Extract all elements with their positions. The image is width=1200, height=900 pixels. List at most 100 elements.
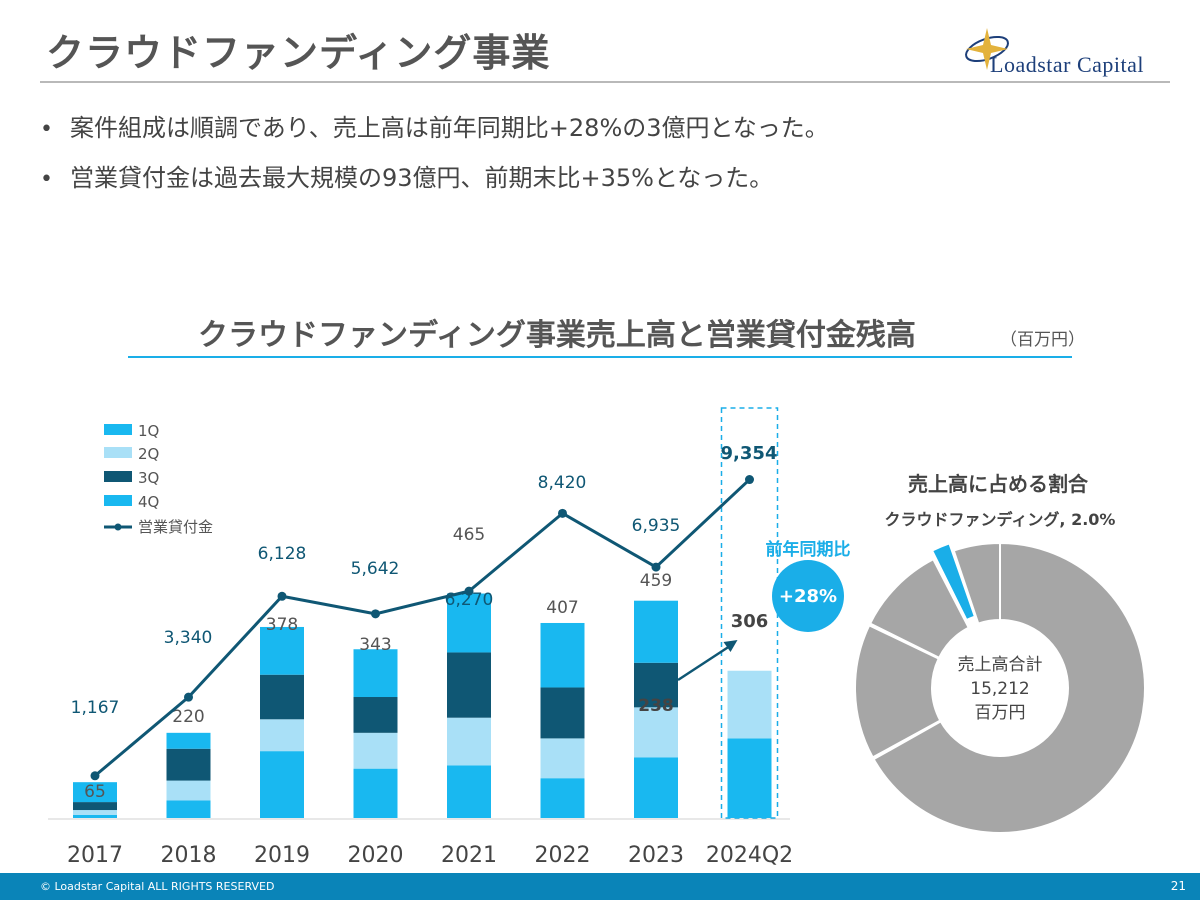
bar-segment-4q-2021 [447,593,491,653]
legend-line-marker [114,523,122,531]
legend-label: 営業貸付金 [138,518,213,536]
loan-balance-label: 9,354 [721,443,778,464]
loan-balance-point-2024q2 [745,475,754,485]
bar-segment-2q-2023 [634,707,678,758]
x-tick-label: 2019 [254,843,310,868]
bar-segment-1q-2020 [353,768,398,818]
loan-balance-point-2023 [651,562,661,572]
bar-segment-1q-2022 [540,778,585,818]
chart-unit: （百万円） [1000,330,1085,350]
legend-swatch-3q [104,471,132,482]
bar-segment-3q-2021 [447,652,491,718]
bar-segment-2q-2024q2 [727,670,772,739]
legend-swatch-4q [104,495,132,506]
x-tick-label: 2024Q2 [706,843,793,868]
loan-balance-label: 6,270 [445,590,494,610]
x-tick-label: 2022 [535,843,591,868]
legend-label: 1Q [138,422,159,440]
bar-segment-1q-2024q2 [727,738,772,818]
donut-center-text: 15,212 [970,679,1029,699]
x-tick-label: 2023 [628,843,684,868]
bar-total-label: 343 [359,635,391,655]
bar-total-label: 465 [453,525,485,545]
yoy-label: 前年同期比 [766,539,851,560]
yoy-arrow-head [723,640,738,652]
bullet-text: 案件組成は順調であり、売上高は前年同期比+28%の3億円となった。 [70,114,829,142]
bar-segment-4q-2022 [540,622,585,688]
bar-segment-3q-2020 [353,697,398,733]
legend-swatch-2q [104,447,132,458]
loan-balance-label: 6,128 [258,544,307,564]
title-divider [40,81,1170,83]
loan-balance-line [94,478,751,777]
bar-total-label: 65 [84,782,106,802]
loan-balance-label: 5,642 [351,559,400,579]
bar-segment-3q-2019 [260,674,304,720]
summary-bullets: • 案件組成は順調であり、売上高は前年同期比+28%の3億円となった。 • 営業貸付… [40,104,829,204]
pie-slice-label: クラウドファンディング, 2.0% [885,510,1116,529]
bar-total-label: 220 [172,707,204,727]
loan-balance-label: 6,935 [632,516,681,536]
donut-center-text: 百万円 [975,703,1026,723]
x-tick-label: 2018 [161,843,217,868]
yoy-arrow-line [677,643,733,682]
legend-swatch-1q [104,424,132,435]
bullet-text: 営業貸付金は過去最大規模の93億円、前期末比+35%となった。 [70,164,774,192]
bar-segment-2q-2018 [166,780,211,801]
bar-segment-2q-2021 [447,717,491,766]
yoy-value: +28% [779,586,837,607]
bar-segment-4q-2018 [166,732,211,749]
company-logo: Loadstar Capital [940,22,1170,78]
loan-balance-point-2022 [558,508,567,518]
loan-balance-label: 1,167 [71,698,120,718]
bar-segment-2q-2022 [540,738,585,779]
legend-label: 2Q [138,445,159,463]
copyright-text: © Loadstar Capital ALL RIGHTS RESERVED [40,880,275,893]
donut-slice-other [952,541,1001,625]
loan-balance-point-2019 [277,591,287,601]
donut-slice-crowdfunding [931,542,976,621]
x-tick-label: 2021 [441,843,497,868]
footer-bar: © Loadstar Capital ALL RIGHTS RESERVED 2… [0,873,1200,900]
loan-balance-point-2018 [184,692,193,702]
bar-segment-4q-2019 [260,626,304,675]
legend-label: 3Q [138,469,159,487]
logo-text: Loadstar Capital [990,52,1145,77]
donut-slice-other [872,541,1146,834]
donut-center-text: 売上高合計 [958,655,1043,675]
x-tick-label: 2020 [348,843,404,868]
donut-slice-other [854,624,942,759]
loan-balance-point-2020 [371,609,380,619]
bar-segment-2q-2017 [73,810,117,815]
donut-slice-other [868,557,971,660]
bar-segment-1q-2018 [166,800,211,818]
bar-total-label-2024q2: 306 [731,611,769,632]
loan-balance-point-2017 [90,771,100,781]
bar-segment-1q-2017 [73,814,117,818]
chart-title: クラウドファンディング事業売上高と営業貸付金残高 [198,318,916,353]
bar-total-label: 378 [266,615,298,635]
x-tick-label: 2017 [67,843,123,868]
chart-canvas: 65 220 378 343 465 407 459 306 238 1,167 3,340 6,12… [48,407,1146,868]
page-number: 21 [1170,879,1186,893]
bar-segment-4q-2017 [73,782,117,803]
loan-balance-label: 3,340 [164,628,213,648]
legend-label: 4Q [138,493,159,511]
bar-h1-label-2023: 238 [638,696,674,716]
yoy-badge [772,560,844,632]
chart-title-underline [128,356,1072,358]
bar-segment-1q-2023 [634,757,678,818]
loan-balance-label: 8,420 [538,473,587,493]
bar-segment-3q-2018 [166,748,211,781]
star-logo-icon [965,28,1009,70]
bar-segment-1q-2019 [260,751,304,818]
loan-balance-point-2021 [464,586,474,596]
bar-segment-4q-2020 [353,649,398,698]
pie-title: 売上高に占める割合 [908,472,1089,496]
bar-segment-1q-2021 [447,765,491,818]
bullet-item: • 営業貸付金は過去最大規模の93億円、前期末比+35%となった。 [40,164,774,192]
bar-total-label: 407 [546,598,578,618]
bullet-item: • 案件組成は順調であり、売上高は前年同期比+28%の3億円となった。 [40,114,829,142]
bar-total-label: 459 [640,571,672,591]
bar-segment-4q-2023 [634,600,678,663]
